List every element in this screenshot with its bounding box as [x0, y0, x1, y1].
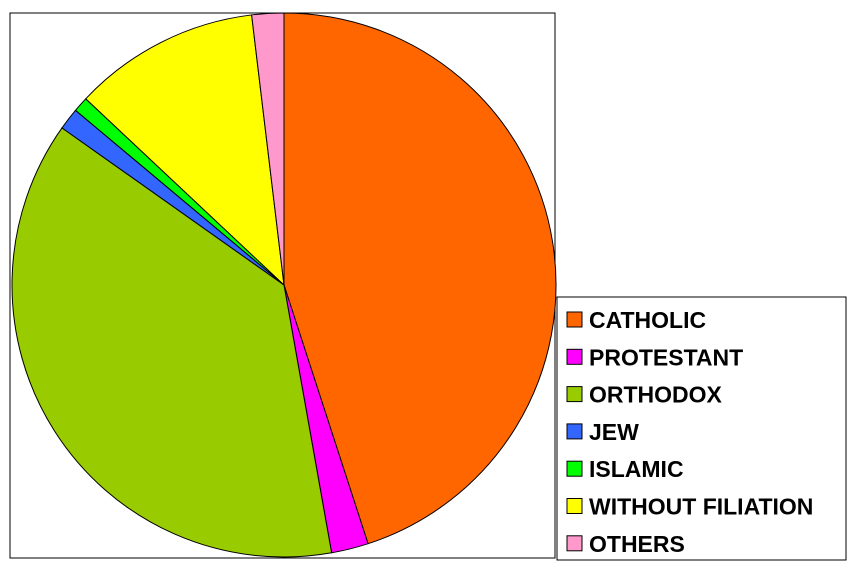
pie-slice-others — [251, 12, 285, 286]
legend-label-orthodox: ORTHODOX — [589, 382, 723, 408]
pie-slice-orthodox — [11, 127, 333, 558]
legend-swatch-others — [566, 535, 583, 552]
legend-box — [556, 296, 847, 561]
legend-swatch-orthodox — [566, 386, 583, 403]
legend-swatch-without-filiation — [566, 498, 583, 514]
legend-label-protestant: PROTESTANT — [589, 344, 743, 370]
pie-slice-catholic — [283, 12, 557, 545]
legend-swatch-catholic — [566, 311, 583, 328]
pie-slice-without-filiation — [85, 14, 285, 287]
legend: CATHOLIC PROTESTANT ORTHODOX JEW ISLAMIC WITH… — [556, 296, 847, 561]
legend-swatch-protestant — [566, 348, 583, 365]
legend-label-catholic: CATHOLIC — [589, 307, 706, 333]
legend-label-islamic: ISLAMIC — [589, 456, 684, 482]
legend-label-without-filiation: WITHOUT FILIATION — [589, 494, 813, 520]
pie-slices — [11, 12, 557, 558]
legend-label-jew: JEW — [589, 419, 639, 445]
legend-label-others: OTHERS — [589, 531, 685, 557]
legend-swatch-jew — [566, 423, 583, 440]
legend-swatch-islamic — [566, 460, 583, 477]
